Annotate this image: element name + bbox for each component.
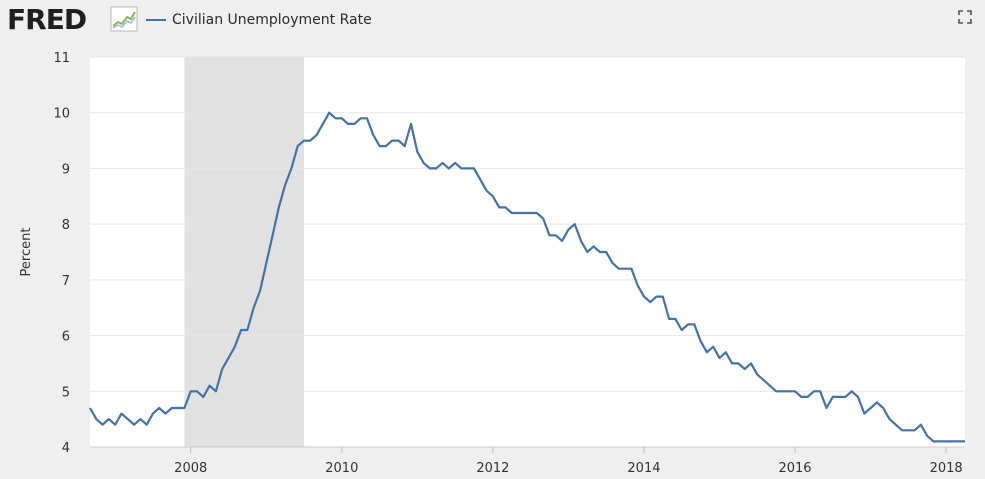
recession-band: [184, 57, 305, 447]
y-tick-label: 10: [53, 107, 70, 122]
x-tick-label: 2018: [930, 461, 963, 476]
fred-chart-icon: [110, 6, 138, 32]
y-tick-label: 6: [62, 330, 70, 345]
y-tick-label: 5: [62, 385, 70, 400]
fred-logo[interactable]: FRED: [7, 3, 87, 36]
series-line-unemployment-rate: [89, 111, 965, 443]
x-tick-label: 2014: [627, 461, 660, 476]
y-tick-label: 7: [62, 274, 70, 289]
legend-swatch: [146, 19, 166, 21]
expand-icon[interactable]: [958, 10, 972, 24]
x-tick-label: 2012: [476, 461, 509, 476]
x-tick-label: 2016: [778, 461, 811, 476]
series-legend: Civilian Unemployment Rate: [146, 10, 372, 30]
series-title[interactable]: Civilian Unemployment Rate: [172, 12, 372, 28]
y-axis-label: Percent: [19, 228, 34, 277]
x-tick-label: 2010: [325, 461, 358, 476]
x-tick-label: 2008: [174, 461, 207, 476]
y-tick-label: 11: [53, 51, 70, 66]
chart-header: FRED Civilian Unemployment Rate: [0, 0, 985, 42]
y-tick-label: 4: [62, 441, 70, 456]
y-tick-label: 9: [62, 162, 70, 177]
y-tick-label: 8: [62, 218, 70, 233]
